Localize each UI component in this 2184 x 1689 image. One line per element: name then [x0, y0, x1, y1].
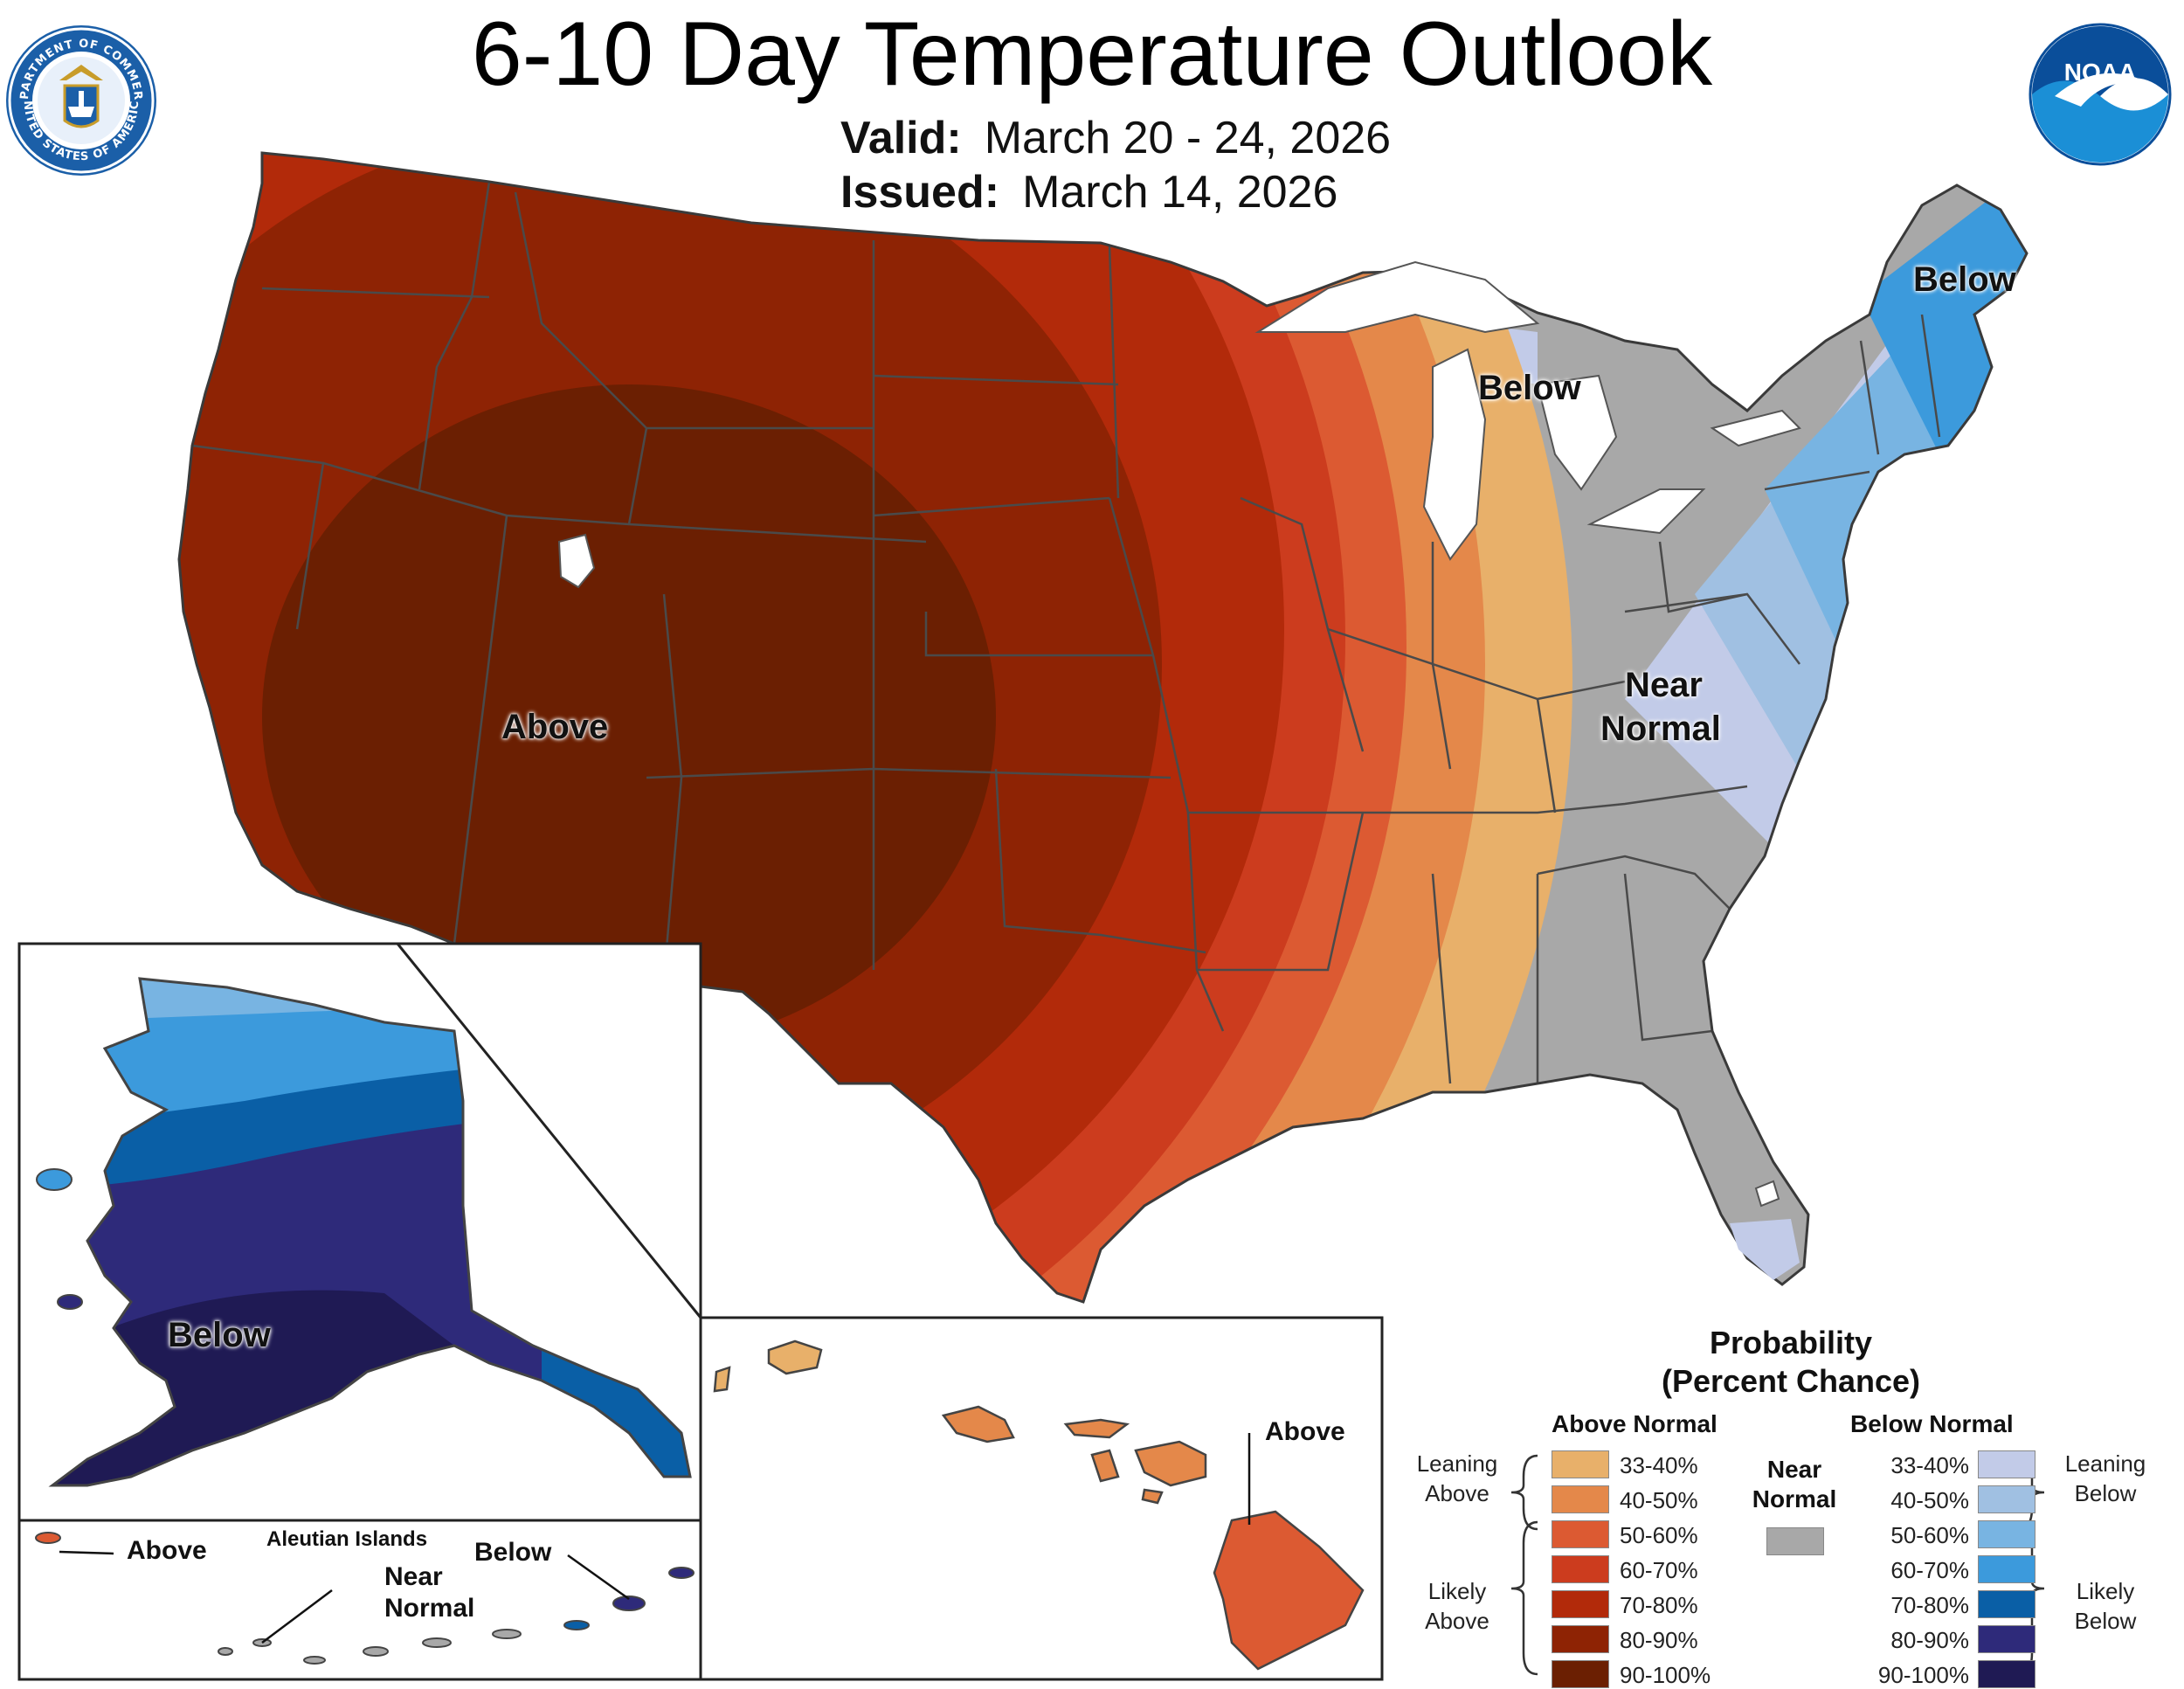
legend-above-swatch — [1552, 1450, 1609, 1478]
map-title: 6-10 Day Temperature Outlook — [471, 3, 1713, 105]
valid-line: Valid: March 20 - 24, 2026 — [840, 112, 1391, 164]
legend-below-label: 80-90% — [1890, 1627, 1969, 1653]
legend-near-line1: Near — [1766, 1456, 1822, 1483]
label-above-west: Above — [501, 708, 609, 746]
legend-likely-below-1: Likely — [2076, 1578, 2135, 1604]
legend-leaning-below-2: Below — [2074, 1480, 2137, 1506]
label-below-great-lakes: Below — [1478, 369, 1581, 407]
legend-likely-above-2: Above — [1425, 1608, 1489, 1634]
legend-below-swatch — [1978, 1520, 2035, 1548]
legend-above-label: 60-70% — [1620, 1557, 1698, 1583]
legend-leaning-above-2: Above — [1425, 1480, 1489, 1506]
legend-above-swatch — [1552, 1590, 1609, 1618]
legend-title-line1: Probability — [1709, 1325, 1873, 1360]
legend-above-label: 90-100% — [1620, 1662, 1711, 1688]
aleutian-title: Aleutian Islands — [266, 1527, 428, 1551]
legend-below-label: 90-100% — [1877, 1662, 1969, 1688]
label-near-normal-line2: Normal — [1600, 710, 1721, 748]
legend-below-swatch — [1978, 1555, 2035, 1583]
legend-above-swatch — [1552, 1625, 1609, 1653]
commerce-seal-logo: DEPARTMENT OF COMMERCE UNITED STATES OF … — [3, 23, 156, 176]
valid-dates: March 20 - 24, 2026 — [984, 113, 1392, 163]
legend-near-line2: Normal — [1752, 1485, 1837, 1512]
legend-below-label: 70-80% — [1890, 1592, 1969, 1618]
legend-below-swatch — [1978, 1450, 2035, 1478]
legend-above-header: Above Normal — [1552, 1410, 1717, 1437]
legend-below-label: 40-50% — [1890, 1487, 1969, 1513]
legend-below-label: 50-60% — [1890, 1522, 1969, 1548]
legend-above-label: 33-40% — [1620, 1452, 1698, 1478]
legend-below-swatch — [1978, 1660, 2035, 1688]
noaa-logo-text: NOAA — [2064, 59, 2136, 86]
legend-above-label: 80-90% — [1620, 1627, 1698, 1653]
legend-below-swatch — [1978, 1590, 2035, 1618]
legend-below-header: Below Normal — [1850, 1410, 2014, 1437]
legend-leaning-above-1: Leaning — [1416, 1450, 1498, 1477]
label-near-normal-line1: Near — [1625, 666, 1703, 704]
issued-label: Issued: — [840, 167, 1000, 218]
label-alaska-below: Below — [168, 1316, 271, 1354]
legend-leaning-below-1: Leaning — [2064, 1450, 2146, 1477]
hawaii-above: Above — [1265, 1417, 1345, 1446]
legend-title-line2: (Percent Chance) — [1661, 1363, 1921, 1399]
legend-above-swatch — [1552, 1555, 1609, 1583]
legend-below-label: 60-70% — [1890, 1557, 1969, 1583]
legend-near-swatch — [1766, 1527, 1824, 1555]
valid-label: Valid: — [840, 113, 962, 163]
legend-likely-below-2: Below — [2074, 1608, 2137, 1634]
legend-below-swatch — [1978, 1625, 2035, 1653]
legend-above-label: 50-60% — [1620, 1522, 1698, 1548]
issued-line: Issued: March 14, 2026 — [840, 166, 1337, 218]
aleutian-below: Below — [474, 1538, 552, 1567]
legend-below-label: 33-40% — [1890, 1452, 1969, 1478]
legend-above-label: 40-50% — [1620, 1487, 1698, 1513]
legend-below-swatch — [1978, 1485, 2035, 1513]
aleutian-near-line1: Near — [384, 1562, 443, 1591]
noaa-logo: NOAA — [2028, 23, 2172, 166]
legend-above-swatch — [1552, 1485, 1609, 1513]
issued-date: March 14, 2026 — [1022, 167, 1338, 218]
legend-likely-above-1: Likely — [1427, 1578, 1487, 1604]
legend-above-swatch — [1552, 1520, 1609, 1548]
aleutian-above: Above — [127, 1536, 207, 1565]
legend-above-swatch — [1552, 1660, 1609, 1688]
legend-above-label: 70-80% — [1620, 1592, 1698, 1618]
label-below-northeast: Below — [1913, 260, 2016, 299]
aleutian-near-line2: Normal — [384, 1594, 475, 1623]
